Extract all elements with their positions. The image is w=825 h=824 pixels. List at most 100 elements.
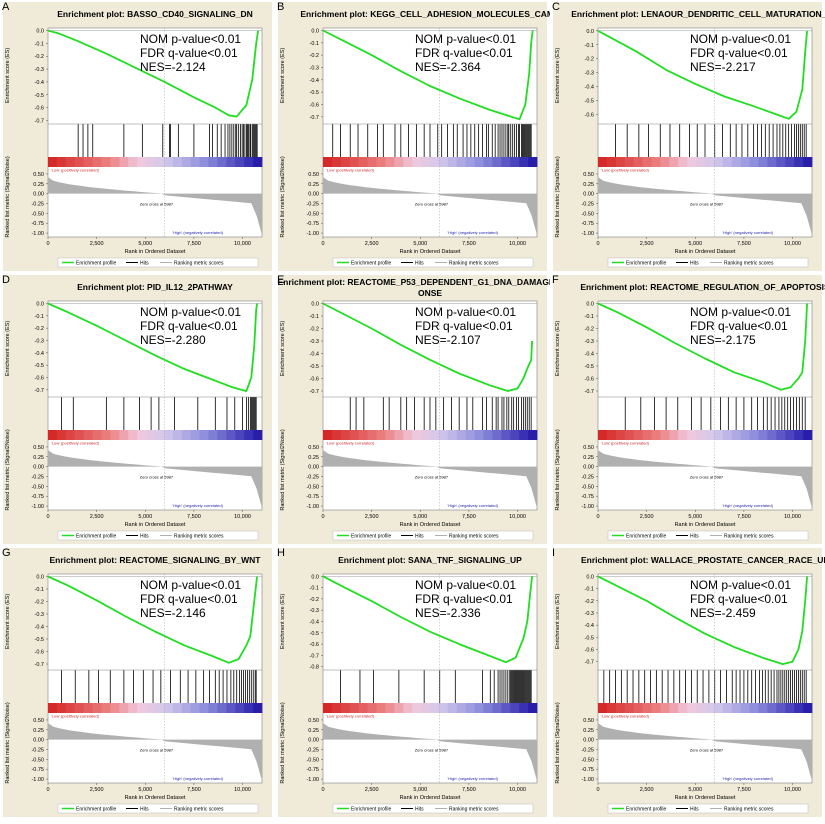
- ranking-color-bar-segment: [110, 703, 120, 713]
- es-axis-label: Enrichment score (ES): [280, 594, 286, 649]
- metric-tick-label: -1.00: [306, 504, 319, 510]
- es-axis-label: Enrichment score (ES): [5, 321, 11, 376]
- x-tick-label: 10,000: [784, 514, 801, 520]
- x-tick-label: 2,500: [90, 787, 104, 793]
- es-tick-label: 0.0: [311, 574, 319, 580]
- x-axis-label: Rank in Ordered Dataset: [675, 522, 736, 528]
- x-tick-label: 10,000: [784, 241, 801, 247]
- ranking-color-bar-segment: [172, 157, 183, 167]
- es-tick-label: -0.3: [35, 612, 44, 618]
- metric-tick-label: -0.75: [306, 494, 319, 500]
- enrichment-profile-line: [597, 30, 808, 120]
- es-axis-label: Enrichment score (ES): [555, 594, 561, 649]
- low-correlation-label: 'Low' (positively correlated): [51, 168, 100, 173]
- zero-cross-label: Zero cross at 5987: [140, 474, 174, 479]
- ranking-color-bar-segment: [740, 430, 750, 440]
- ranking-color-bar-segment: [119, 157, 129, 167]
- ranking-color-bar-segment: [447, 430, 458, 440]
- metric-tick-label: -1.00: [306, 231, 319, 237]
- ranking-color-bar-segment: [687, 430, 697, 440]
- es-tick-label: -0.4: [585, 85, 594, 91]
- x-axis-label: Rank in Ordered Dataset: [125, 249, 186, 255]
- ranking-color-bar-segment: [208, 430, 218, 440]
- low-correlation-label: 'Low' (positively correlated): [326, 714, 375, 719]
- metric-tick-label: -0.50: [31, 484, 44, 490]
- es-tick-label: -0.3: [35, 67, 44, 73]
- ranking-color-bar-segment: [606, 157, 617, 167]
- zero-cross-label: Zero cross at 5987: [690, 201, 724, 206]
- legend-box: [607, 803, 809, 814]
- panel-svg: F Enrichment plot: REACTOME_REGULATION_OF…: [552, 274, 825, 544]
- ranking-color-bar-segment: [749, 430, 759, 440]
- metric-tick-label: 0.00: [583, 738, 594, 744]
- ranking-color-bar-segment: [110, 157, 120, 167]
- ranking-color-bar-segment: [740, 157, 750, 167]
- ranking-color-bar-segment: [651, 430, 661, 440]
- ranking-color-bar-segment: [696, 430, 706, 440]
- es-axis-label: Enrichment score (ES): [280, 48, 286, 103]
- plot-area: [597, 573, 813, 784]
- ranking-color-bar-segment: [199, 703, 209, 713]
- es-tick-label: -0.8: [310, 665, 319, 671]
- es-tick-label: -0.3: [310, 608, 319, 614]
- ranking-color-bar-segment: [447, 157, 458, 167]
- panel-letter: A: [2, 1, 10, 13]
- ranking-color-bar-segment: [65, 703, 76, 713]
- x-tick-label: 7,500: [462, 787, 476, 793]
- zero-cross-label: Zero cross at 5987: [140, 201, 174, 206]
- ranking-color-bar-segment: [101, 430, 111, 440]
- panel-letter: D: [2, 274, 10, 286]
- es-tick-label: -0.5: [585, 635, 594, 641]
- ranking-color-bar-segment: [340, 430, 351, 440]
- ranking-color-bar-segment: [358, 430, 368, 440]
- panel-svg: D Enrichment plot: PID_IL12_2PATHWAY 0.0 -0…: [2, 274, 272, 544]
- es-tick-label: -0.1: [35, 314, 44, 320]
- metric-tick-label: 0.50: [33, 718, 44, 724]
- legend-entry-profile: Enrichment profile: [626, 261, 667, 267]
- legend-entry-profile: Enrichment profile: [626, 807, 667, 813]
- legend: Enrichment profile Hits Ranking metric sco…: [607, 257, 809, 268]
- ranking-color-bar-segment: [56, 430, 67, 440]
- x-tick-label: 7,500: [187, 787, 201, 793]
- x-tick-label: 10,000: [509, 241, 526, 247]
- metric-tick-label: 0.00: [33, 465, 44, 471]
- es-tick-label: -0.6: [35, 106, 44, 112]
- low-correlation-label: 'Low' (positively correlated): [601, 441, 650, 446]
- metric-tick-label: 0.25: [308, 728, 319, 734]
- metric-tick-label: -0.50: [31, 757, 44, 763]
- ranking-color-bar-segment: [474, 430, 484, 440]
- es-tick-label: -0.5: [310, 364, 319, 370]
- enrichment-profile-line: [597, 302, 808, 391]
- gsea-panel-b: B Enrichment plot: KEGG_CELL_ADHESION_MOL…: [275, 0, 560, 273]
- metric-tick-label: -1.00: [581, 231, 594, 237]
- ranking-color-bar-segment: [528, 157, 538, 167]
- metric-tick-label: -0.75: [306, 767, 319, 773]
- zero-cross-label: Zero cross at 5987: [415, 201, 449, 206]
- x-tick-label: 7,500: [737, 787, 751, 793]
- ranking-color-bar-segment: [456, 157, 467, 167]
- ranking-color-bar-segment: [456, 703, 467, 713]
- ranking-color-bar-segment: [722, 703, 733, 713]
- enrichment-profile-line: [47, 575, 258, 664]
- metric-tick-label: -0.50: [581, 484, 594, 490]
- x-tick-label: 0: [596, 787, 599, 793]
- ranking-color-bar-segment: [331, 430, 342, 440]
- ranking-color-bar-segment: [181, 157, 192, 167]
- metric-tick-label: -0.50: [31, 211, 44, 217]
- es-tick-label: -0.4: [35, 351, 44, 357]
- metric-tick-label: 0.25: [308, 182, 319, 188]
- ranking-color-bar-segment: [785, 703, 795, 713]
- ranking-color-bar-segment: [767, 703, 777, 713]
- enrichment-profile-line: [597, 575, 808, 665]
- es-axis-label: Enrichment score (ES): [555, 48, 561, 103]
- ranking-color-bar-segment: [119, 703, 129, 713]
- ranking-color-bar-segment: [367, 157, 377, 167]
- ranking-color-bar-segment: [340, 157, 351, 167]
- es-tick-label: -0.5: [310, 90, 319, 96]
- ranking-color-bar-segment: [163, 430, 174, 440]
- ranking-color-bar-segment: [430, 430, 440, 440]
- ranking-color-bar-segment: [385, 430, 395, 440]
- ranking-color-bar-segment: [669, 157, 679, 167]
- ranking-color-bar-segment: [705, 157, 715, 167]
- ranking-color-bar-segment: [155, 157, 165, 167]
